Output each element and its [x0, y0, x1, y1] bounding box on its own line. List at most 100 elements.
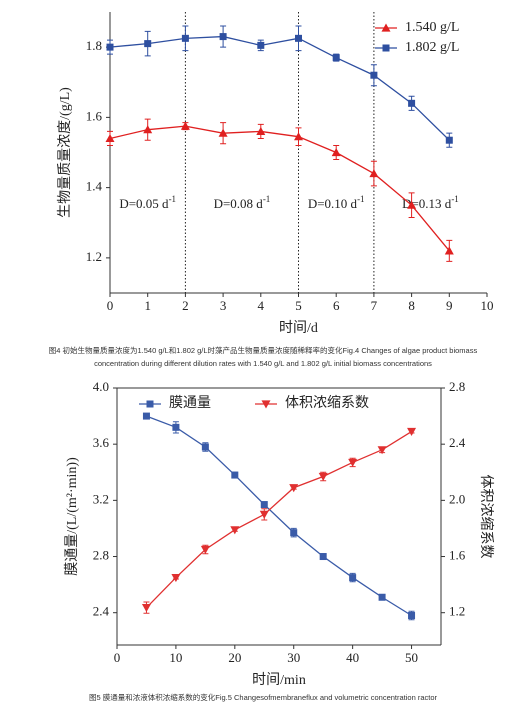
marker [382, 44, 390, 52]
marker [200, 545, 210, 555]
y2-tick-label: 2.4 [449, 435, 466, 450]
marker [444, 246, 454, 255]
annotation: D=0.08 d-1 [214, 194, 271, 211]
x-tick-label: 4 [258, 298, 265, 313]
x-tick-label: 20 [228, 650, 241, 665]
marker [294, 132, 303, 141]
marker [408, 99, 416, 107]
x-tick-label: 50 [405, 650, 418, 665]
legend-label: 体积浓缩系数 [285, 395, 369, 411]
series-line [109, 125, 450, 252]
marker [180, 121, 190, 130]
marker [141, 604, 151, 613]
y-tick-label: 3.2 [93, 491, 109, 506]
series-line [145, 430, 412, 609]
x-tick-label: 7 [371, 298, 378, 313]
marker [172, 423, 180, 431]
marker [260, 501, 268, 509]
x-tick-label: 5 [295, 298, 302, 313]
annotation-sup: -1 [451, 194, 459, 204]
marker [378, 593, 386, 601]
x-tick-label: 2 [182, 298, 189, 313]
marker [144, 40, 152, 48]
marker [381, 23, 391, 32]
y2-tick-label: 2.8 [449, 379, 465, 394]
marker [377, 446, 387, 455]
marker [445, 136, 453, 144]
marker [143, 125, 153, 134]
marker [407, 427, 417, 437]
x-tick-label: 8 [408, 298, 415, 313]
y-tick-label: 1.8 [86, 38, 102, 53]
marker [230, 526, 240, 535]
y-tick-label: 4.0 [93, 379, 109, 394]
x-tick-label: 9 [446, 298, 453, 313]
y2-tick-label: 1.2 [449, 604, 465, 619]
marker [348, 458, 358, 467]
marker [105, 133, 115, 143]
marker [259, 510, 269, 519]
marker [370, 71, 378, 79]
legend-label: 膜通量 [169, 395, 211, 411]
marker [318, 472, 328, 481]
x-axis-label: 时间/min [252, 672, 306, 688]
marker [201, 443, 209, 451]
legend-label: 1.802 g/L [405, 40, 459, 55]
y-tick-label: 2.4 [93, 604, 110, 619]
marker [106, 43, 114, 51]
marker [332, 54, 340, 62]
x-tick-label: 1 [144, 298, 151, 313]
marker [181, 34, 189, 42]
caption: 图4 初始生物量质量浓度为1.540 g/L和1.802 g/L时藻产品生物量质… [48, 346, 478, 368]
y-axis-label: 生物量质量浓度/(g/L) [57, 87, 73, 218]
x-tick-label: 0 [107, 298, 114, 313]
annotation: D=0.10 d-1 [308, 194, 365, 211]
x-tick-label: 6 [333, 298, 340, 313]
marker [407, 200, 417, 209]
annotation-sup: -1 [169, 194, 177, 204]
marker [408, 612, 416, 620]
caption: 图5 膜通量和浓液体积浓缩系数的变化Fig.5 Changesofmembran… [88, 693, 438, 702]
y2-tick-label: 2.0 [449, 491, 465, 506]
annotation-text: D=0.08 d [214, 196, 264, 211]
annotation-text: D=0.05 d [119, 196, 169, 211]
series-line [109, 35, 450, 141]
annotation-text: D=0.10 d [308, 196, 358, 211]
y-tick-label: 1.4 [86, 179, 103, 194]
marker [261, 400, 271, 409]
annotation-sup: -1 [357, 194, 365, 204]
y-tick-label: 1.2 [86, 249, 102, 264]
marker [257, 41, 265, 49]
marker [142, 412, 150, 420]
marker [331, 148, 341, 157]
x-tick-label: 30 [287, 650, 300, 665]
marker [295, 34, 302, 42]
y-axis-label: 膜通量/(L/(m²·min)) [64, 457, 80, 576]
y2-tick-label: 1.6 [449, 548, 466, 563]
marker [146, 400, 154, 408]
legend-label: 1.540 g/L [405, 20, 459, 35]
marker [349, 574, 357, 582]
x-tick-label: 10 [481, 298, 494, 313]
y-tick-label: 2.8 [93, 548, 109, 563]
x-tick-label: 10 [169, 650, 182, 665]
marker [319, 553, 327, 561]
series-line [146, 415, 412, 617]
marker [256, 126, 266, 136]
marker [218, 128, 228, 137]
marker [219, 33, 227, 41]
marker [290, 529, 298, 537]
x-tick-label: 40 [346, 650, 359, 665]
x-axis-label: 时间/d [279, 320, 318, 336]
marker [231, 471, 239, 479]
marker [171, 573, 181, 583]
marker [369, 169, 379, 178]
marker [289, 484, 299, 493]
annotation-sup: -1 [263, 194, 271, 204]
x-tick-label: 0 [114, 650, 121, 665]
x-tick-label: 3 [220, 298, 227, 313]
y-tick-label: 3.6 [93, 435, 110, 450]
y-tick-label: 1.6 [86, 108, 103, 123]
